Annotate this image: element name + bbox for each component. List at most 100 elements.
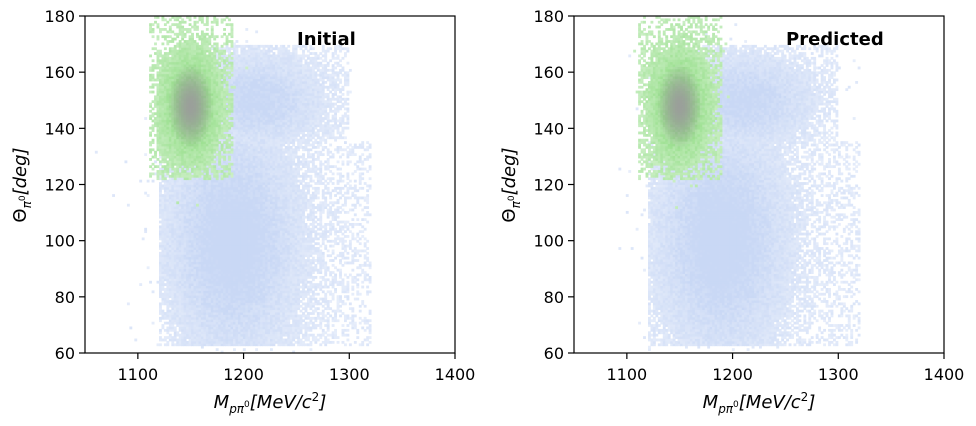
heatmap-cell-blue: [186, 328, 189, 332]
heatmap-cell-blue: [260, 227, 263, 231]
heatmap-cell-blue: [228, 314, 231, 318]
heatmap-cell-blue: [220, 324, 224, 327]
heatmap-cell-blue: [250, 136, 254, 140]
heatmap-cell-blue: [176, 218, 180, 222]
heatmap-cell-blue: [240, 107, 244, 111]
heatmap-cell-blue: [270, 268, 273, 272]
heatmap-cell-blue: [270, 114, 273, 118]
heatmap-cell-blue: [228, 275, 231, 279]
heatmap-cell-blue: [220, 283, 224, 286]
heatmap-cell-blue: [223, 288, 226, 291]
heatmap-cell-blue: [196, 343, 199, 347]
heatmap-cell-blue: [218, 295, 222, 299]
heatmap-cell-blue: [257, 268, 261, 272]
heatmap-cell-blue: [176, 297, 180, 301]
heatmap-cell-blue: [245, 61, 249, 65]
heatmap-cell-blue: [220, 203, 224, 207]
heatmap-cell-blue: [161, 249, 165, 253]
heatmap-cell-blue: [183, 316, 187, 320]
heatmap-cell-blue: [210, 328, 214, 332]
heatmap-cell-blue: [159, 203, 162, 207]
heatmap-cell-blue: [235, 213, 239, 217]
heatmap-cell-blue: [196, 184, 199, 188]
heatmap-cell-blue: [233, 292, 236, 296]
heatmap-cell-blue: [220, 340, 224, 344]
heatmap-cell-blue: [218, 326, 222, 330]
heatmap-cell-blue: [225, 170, 229, 173]
heatmap-cell-blue: [262, 297, 266, 301]
heatmap-cell-blue: [223, 328, 226, 332]
heatmap-cell-blue: [178, 259, 182, 262]
heatmap-cell-blue: [163, 232, 167, 236]
heatmap-cell-blue: [188, 196, 192, 200]
heatmap-cell-blue: [191, 266, 194, 270]
heatmap-cell-blue: [220, 213, 224, 217]
heatmap-cell-blue: [233, 283, 236, 286]
heatmap-cell-blue: [181, 295, 185, 299]
heatmap-cell-blue: [230, 232, 234, 236]
heatmap-cell-blue: [233, 124, 236, 128]
heatmap-cell-blue: [208, 191, 212, 195]
heatmap-cell-blue: [200, 336, 204, 339]
heatmap-cell-blue: [193, 165, 197, 169]
heatmap-cell-blue: [257, 273, 261, 277]
heatmap-cell-blue: [252, 136, 256, 140]
heatmap-cell-blue: [163, 184, 167, 188]
heatmap-cell-blue: [242, 141, 246, 144]
heatmap-cell-blue: [191, 324, 194, 327]
heatmap-cell-blue: [203, 319, 207, 323]
heatmap-cell-blue: [247, 227, 251, 231]
heatmap-cell-blue: [237, 316, 241, 320]
heatmap-cell-blue: [183, 309, 187, 313]
heatmap-cell-blue: [198, 244, 202, 248]
heatmap-cell-blue: [200, 263, 204, 267]
heatmap-cell-blue: [200, 309, 204, 313]
heatmap-cell-blue: [240, 275, 244, 279]
heatmap-cell-blue: [270, 100, 273, 104]
heatmap-cell-blue: [168, 280, 172, 284]
heatmap-cell-blue: [173, 249, 177, 253]
heatmap-cell-blue: [255, 210, 259, 214]
heatmap-cell-blue: [215, 52, 219, 55]
heatmap-cell-blue: [223, 208, 226, 212]
heatmap-cell-blue: [247, 158, 251, 161]
heatmap-cell-blue: [186, 247, 189, 250]
heatmap-cell-blue: [223, 179, 226, 183]
heatmap-cell-blue: [161, 261, 165, 265]
heatmap-cell-blue: [181, 254, 185, 258]
heatmap-cell-blue: [196, 336, 199, 339]
heatmap-cell-blue: [250, 225, 254, 229]
heatmap-cell-blue: [163, 254, 167, 258]
heatmap-cell-blue: [203, 288, 207, 291]
heatmap-cell-blue: [213, 326, 217, 330]
heatmap-cell-blue: [265, 93, 268, 96]
heatmap-cell-blue: [198, 186, 202, 190]
heatmap-cell-blue: [210, 275, 214, 279]
heatmap-cell-blue: [267, 251, 271, 255]
heatmap-cell-blue: [270, 343, 273, 347]
heatmap-cell-blue: [265, 338, 268, 342]
heatmap-cell-blue: [265, 321, 268, 325]
heatmap-cell-blue: [223, 275, 226, 279]
heatmap-cell-blue: [272, 244, 276, 248]
heatmap-cell-blue: [218, 196, 222, 200]
heatmap-cell-blue: [235, 251, 239, 255]
heatmap-cell-blue: [237, 78, 241, 82]
heatmap-cell-blue: [257, 73, 261, 77]
heatmap-cell-blue: [255, 88, 259, 92]
heatmap-cell-blue: [191, 338, 194, 342]
heatmap-cell-blue: [183, 275, 187, 279]
heatmap-cell-blue: [272, 285, 276, 289]
heatmap-cell-blue: [215, 300, 219, 303]
heatmap-cell-blue: [193, 235, 197, 238]
heatmap-cell-blue: [205, 256, 209, 260]
heatmap-cell-blue: [242, 121, 246, 125]
heatmap-cell-blue: [265, 172, 268, 176]
heatmap-cell-blue: [191, 237, 194, 241]
heatmap-cell-blue: [178, 251, 182, 255]
heatmap-cell-blue: [252, 271, 256, 274]
heatmap-cell-blue: [183, 244, 187, 248]
heatmap-cell-blue: [191, 302, 194, 306]
heatmap-cell-blue: [260, 259, 263, 262]
heatmap-cell-blue: [252, 292, 256, 296]
